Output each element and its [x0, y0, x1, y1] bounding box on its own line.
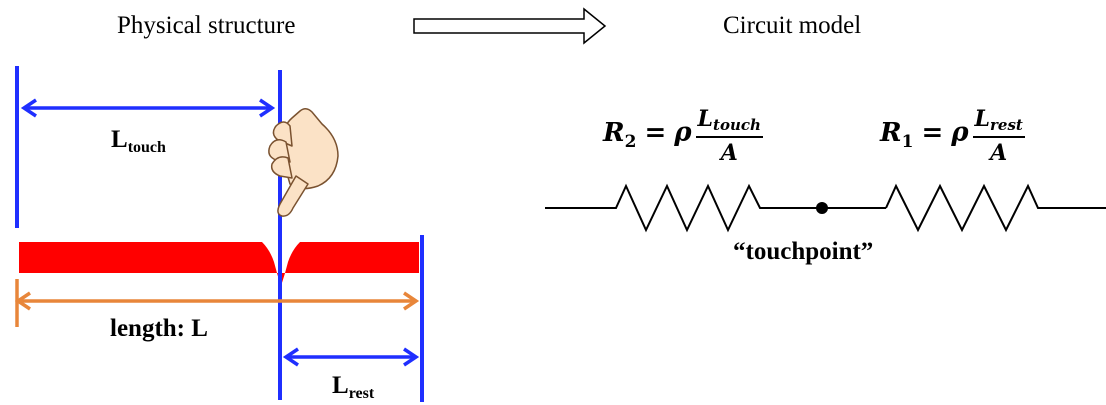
l-touch-dimension-arrow — [20, 98, 276, 118]
r1-denominator: A — [990, 140, 1008, 166]
r1-equals: = — [921, 117, 944, 148]
l-rest-main: L — [332, 372, 349, 399]
resistor-r1 — [885, 183, 1106, 233]
pointing-hand-icon — [268, 108, 339, 217]
r2-rho: ρ — [674, 117, 692, 148]
circuit-wire — [545, 183, 1106, 233]
l-touch-label: Ltouch — [111, 127, 166, 156]
physical-structure-heading: Physical structure — [117, 12, 296, 39]
r1-numerator: Lrest — [972, 106, 1025, 138]
r1-equation: R1 = ρ Lrest A — [880, 106, 1025, 166]
right-arrow-icon — [413, 7, 607, 45]
r1-symbol: R1 — [880, 117, 914, 152]
l-touch-subscript: touch — [127, 139, 166, 156]
red-strip — [19, 242, 419, 286]
r2-numerator: Ltouch — [695, 106, 763, 138]
length-label: length: L — [110, 315, 208, 342]
length-dimension-arrow — [14, 279, 420, 327]
l-rest-label: Lrest — [332, 373, 374, 402]
l-rest-subscript: rest — [348, 385, 375, 402]
r2-symbol: R2 — [603, 117, 637, 152]
r2-denominator: A — [720, 140, 738, 166]
resistor-r2 — [545, 183, 886, 233]
r1-fraction: Lrest A — [972, 106, 1025, 166]
l-touch-main: L — [111, 126, 128, 153]
r1-rho: ρ — [951, 117, 969, 148]
l-rest-dimension-arrow — [282, 347, 420, 367]
circuit-model-heading: Circuit model — [723, 12, 862, 39]
r2-equals: = — [644, 117, 667, 148]
touchpoint-node — [816, 202, 828, 214]
r2-fraction: Ltouch A — [695, 106, 763, 166]
r2-equation: R2 = ρ Ltouch A — [603, 106, 763, 166]
touchpoint-label: “touchpoint” — [733, 238, 874, 265]
